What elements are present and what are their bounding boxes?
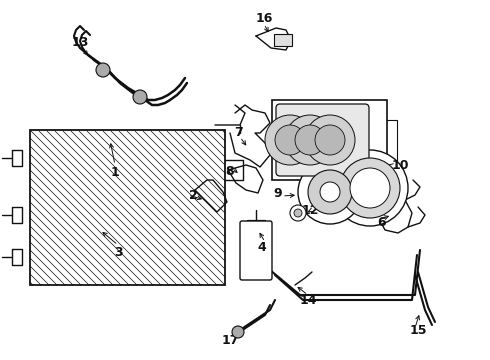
- Circle shape: [294, 209, 302, 217]
- Circle shape: [232, 326, 244, 338]
- Circle shape: [340, 158, 400, 218]
- Text: 9: 9: [274, 186, 282, 199]
- Circle shape: [96, 63, 110, 77]
- Circle shape: [298, 160, 362, 224]
- Text: 17: 17: [221, 333, 239, 346]
- Text: 8: 8: [226, 165, 234, 177]
- Circle shape: [290, 205, 306, 221]
- Text: 6: 6: [378, 216, 386, 229]
- Bar: [30, 130, 225, 285]
- Text: 5: 5: [357, 145, 366, 158]
- FancyBboxPatch shape: [240, 221, 272, 280]
- Text: 7: 7: [234, 126, 243, 139]
- Bar: [272, 100, 387, 180]
- Text: 15: 15: [409, 324, 427, 337]
- Text: 11: 11: [346, 194, 364, 207]
- Text: 12: 12: [301, 203, 319, 216]
- Circle shape: [295, 125, 325, 155]
- Text: 14: 14: [299, 293, 317, 306]
- Circle shape: [265, 115, 315, 165]
- Circle shape: [308, 170, 352, 214]
- Circle shape: [315, 125, 345, 155]
- Circle shape: [320, 182, 340, 202]
- Circle shape: [275, 125, 305, 155]
- Circle shape: [133, 90, 147, 104]
- FancyBboxPatch shape: [276, 104, 369, 176]
- Text: 4: 4: [258, 240, 267, 253]
- Text: 13: 13: [72, 36, 89, 49]
- Circle shape: [305, 115, 355, 165]
- Circle shape: [350, 168, 390, 208]
- Text: 16: 16: [255, 12, 273, 24]
- Bar: [274, 34, 292, 46]
- Text: 10: 10: [391, 158, 409, 171]
- Circle shape: [285, 115, 335, 165]
- Text: 1: 1: [111, 166, 120, 179]
- Circle shape: [332, 150, 408, 226]
- Text: 2: 2: [189, 189, 197, 202]
- Text: 3: 3: [114, 246, 122, 258]
